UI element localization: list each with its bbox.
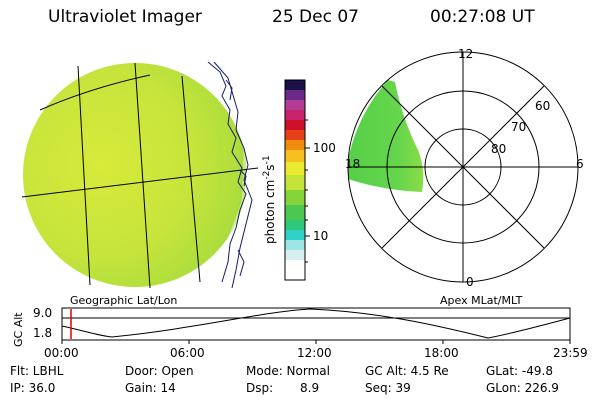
colorbar-tick-10: 10 (313, 229, 329, 243)
mlt-label-6: 6 (576, 157, 584, 171)
mlt-label-0: 0 (466, 275, 474, 289)
meridian-2 (134, 62, 151, 289)
status-dsp-label: Dsp: (246, 381, 274, 395)
altitude-y-label: GC Alt (12, 312, 25, 347)
geographic-globe-image (21, 61, 259, 289)
status-mode: Mode: Normal (246, 364, 330, 378)
mlt-label-18: 18 (345, 157, 361, 171)
auroral-region (348, 80, 424, 192)
mlt-label-12: 12 (458, 47, 474, 61)
altitude-y-tick-1-8: 1.8 (33, 326, 53, 340)
left-panel-caption: Geographic Lat/Lon (70, 294, 178, 307)
meridian-3 (181, 75, 201, 283)
parallel-2 (39, 74, 151, 111)
time-tick-1200: 12:00 (297, 346, 332, 360)
time-tick-0000: 00:00 (44, 346, 79, 360)
header-time: 00:27:08 UT (430, 7, 535, 27)
apex-polar-plot (347, 51, 579, 283)
instrument-title: Ultraviolet Imager (48, 7, 202, 27)
status-filter: Flt: LBHL (10, 364, 64, 378)
altitude-curve (61, 308, 571, 339)
status-dsp-value: 8.9 (300, 381, 320, 395)
mlat-label-60: 60 (535, 99, 551, 113)
mlat-label-80: 80 (491, 142, 507, 156)
time-tick-0600: 06:00 (170, 346, 205, 360)
status-glat: GLat: -49.8 (486, 364, 553, 378)
mlt-diag-2 (381, 85, 545, 249)
mlat-label-70: 70 (511, 120, 527, 134)
time-tick-2359: 23:59 (553, 346, 588, 360)
status-gain: Gain: 14 (125, 381, 176, 395)
altitude-plot-frame (61, 307, 571, 341)
altitude-strip-plot (61, 307, 571, 344)
status-seq: Seq: 39 (365, 381, 411, 395)
header-date: 25 Dec 07 (272, 7, 359, 27)
parallel-1 (21, 167, 259, 198)
status-gc-alt: GC Alt: 4.5 Re (365, 364, 449, 378)
coastline-outlines (207, 61, 253, 289)
time-tick-1800: 18:00 (424, 346, 459, 360)
right-panel-caption: Apex MLat/MLT (440, 294, 523, 307)
colorbar-unit-label: photon cm-2s-1 (262, 155, 277, 244)
altitude-y-tick-9: 9.0 (33, 306, 53, 320)
globe-fill (23, 63, 247, 287)
status-door: Door: Open (125, 364, 194, 378)
intensity-colorbar (284, 79, 310, 281)
status-ip: IP: 36.0 (10, 381, 56, 395)
meridian-1 (77, 65, 91, 286)
status-glon: GLon: 226.9 (486, 381, 559, 395)
globe-latlon-grid (21, 62, 259, 289)
colorbar-tick-100: 100 (313, 141, 336, 155)
